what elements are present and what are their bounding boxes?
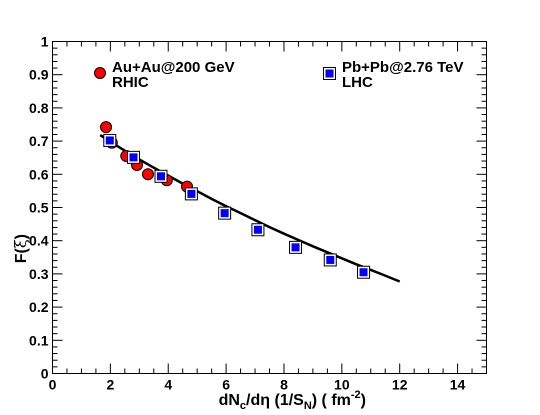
rhic-point — [100, 121, 113, 134]
y-tick-label: 0.6 — [29, 166, 49, 182]
y-tick-label: 0.1 — [29, 332, 49, 348]
y-axis-title-end: ) — [13, 234, 30, 239]
x-tick-label: 12 — [392, 377, 408, 393]
x-tick-label: 0 — [49, 377, 57, 393]
y-axis-title-main: F( — [13, 247, 30, 263]
rhic-point — [141, 168, 154, 181]
y-tick-label: 0.2 — [29, 299, 49, 315]
lhc-point — [253, 225, 262, 234]
y-axis-title: F(ξ) — [11, 234, 30, 263]
y-tick-label: 0.7 — [29, 133, 49, 149]
y-tick-label: 0.3 — [29, 266, 49, 282]
y-tick-label: 0.9 — [29, 67, 49, 83]
x-axis-ticks — [52, 41, 487, 374]
legend-lhc: Pb+Pb@2.76 TeV LHC — [323, 59, 463, 91]
legend-lhc-marker — [325, 69, 334, 78]
y-tick-label: 0.8 — [29, 100, 49, 116]
lhc-point — [157, 172, 165, 181]
y-axis-ticks — [52, 41, 487, 374]
fit-curve — [99, 134, 401, 283]
legend-rhic-label-line2: RHIC — [112, 74, 149, 91]
x-axis-title-main: dN — [219, 392, 240, 409]
legend-rhic-marker — [94, 67, 106, 79]
x-axis-title-mid: /dη (1/S — [246, 392, 304, 409]
lhc-point — [291, 243, 300, 252]
y-axis-tick-labels: 0 0.1 0.2 0.3 0.4 0.5 0.6 0.7 0.8 0.9 1 — [29, 34, 49, 382]
y-tick-label: 0.5 — [29, 200, 49, 216]
lhc-point — [187, 189, 196, 198]
y-tick-label: 0.4 — [29, 233, 49, 249]
lhc-point — [105, 136, 114, 145]
y-axis-title-greek: ξ — [11, 239, 30, 248]
x-tick-label: 14 — [450, 377, 466, 393]
legend-lhc-label: Pb+Pb@2.76 TeV — [342, 59, 463, 76]
legend-lhc-label-line2: LHC — [342, 74, 373, 91]
x-axis-title-tail: ) ( fm — [312, 392, 351, 409]
x-tick-label: 10 — [334, 377, 350, 393]
lhc-point — [326, 255, 335, 264]
x-axis-title-sub2: N — [304, 400, 312, 412]
x-tick-label: 4 — [164, 377, 172, 393]
x-tick-label: 8 — [280, 377, 288, 393]
x-tick-label: 2 — [106, 377, 114, 393]
legend-rhic: Au+Au@200 GeV RHIC — [94, 59, 235, 91]
x-axis-title-end: ) — [361, 392, 366, 409]
x-axis-tick-labels: 0 2 4 6 8 10 12 14 — [49, 377, 466, 393]
lhc-point — [129, 153, 138, 162]
plot-frame — [52, 41, 487, 374]
y-tick-label: 1 — [41, 34, 49, 50]
x-axis-title: dNc/dη (1/SN) ( fm-2) — [219, 389, 366, 412]
y-tick-label: 0 — [41, 366, 49, 382]
x-axis-title-sub1: c — [240, 400, 246, 412]
legend-rhic-label: Au+Au@200 GeV — [112, 59, 235, 76]
lhc-point — [220, 209, 229, 218]
lhc-point — [359, 268, 368, 277]
data-points — [100, 121, 371, 279]
x-tick-label: 6 — [222, 377, 230, 393]
x-axis-title-sup: -2 — [351, 389, 361, 401]
